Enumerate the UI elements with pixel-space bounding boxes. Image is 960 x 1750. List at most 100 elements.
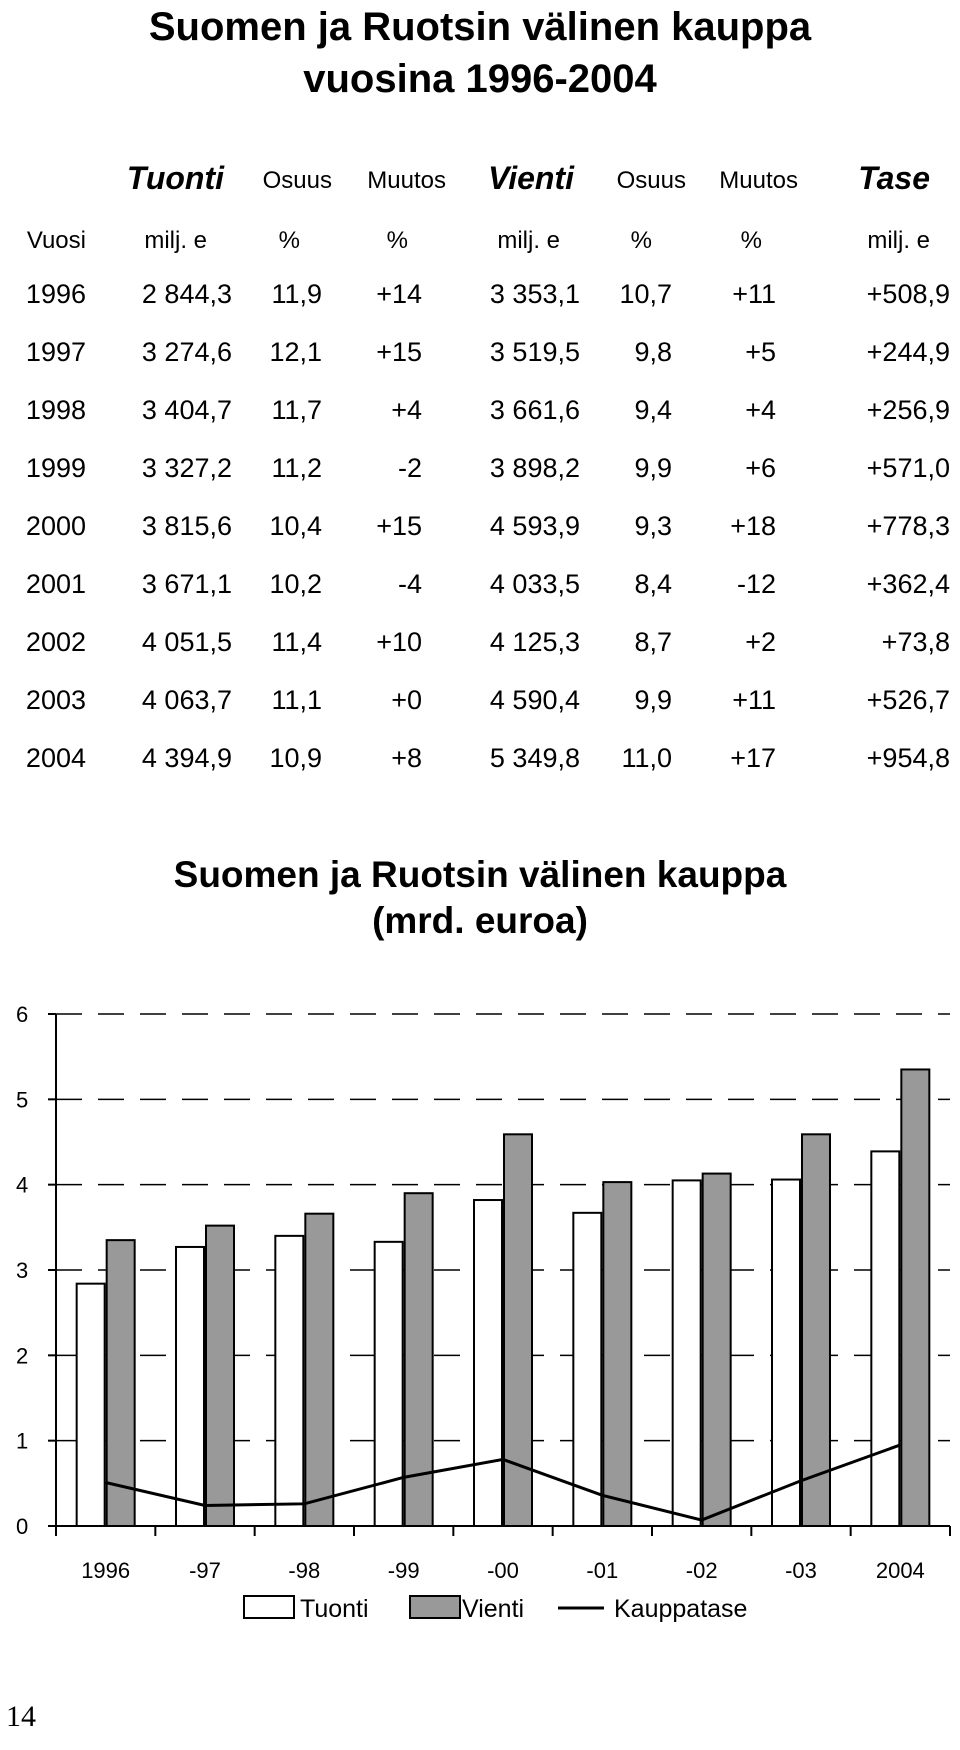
table-cell: +14 — [376, 279, 422, 309]
table-cell: 11,2 — [271, 453, 322, 483]
x-tick-label: -00 — [487, 1558, 519, 1583]
table-cell: +10 — [376, 627, 422, 657]
line-kauppatase — [105, 1443, 901, 1522]
x-tick-label: -97 — [189, 1558, 221, 1583]
table-cell: 10,4 — [269, 511, 322, 541]
y-tick-label: 0 — [16, 1514, 28, 1539]
table-cell: 1998 — [25, 395, 86, 425]
table-cell: 2004 — [25, 743, 86, 773]
table-cell: 11,1 — [271, 685, 322, 715]
table-cell: 12,1 — [269, 337, 322, 367]
bar-tuonti — [75, 1282, 106, 1527]
table-cell: 1996 — [25, 279, 86, 309]
legend-label-tuonti: Tuonti — [300, 1595, 369, 1623]
table-cell: +8 — [391, 743, 422, 773]
table-cell: 4 063,7 — [141, 685, 232, 715]
table-cell: 3 404,7 — [141, 395, 232, 425]
table-cell: +11 — [732, 279, 776, 309]
table-cell: 5 349,8 — [489, 743, 580, 773]
table-cell: +256,9 — [866, 395, 950, 425]
group-header: Tuonti — [126, 160, 224, 196]
group-header: Osuus — [262, 167, 332, 194]
table-cell: +571,0 — [866, 453, 950, 483]
group-header: Osuus — [616, 167, 686, 194]
legend-label-vienti: Vienti — [462, 1595, 524, 1623]
table-cell: 2000 — [25, 511, 86, 541]
legend-swatch-vienti — [409, 1595, 461, 1619]
table-cell: 9,4 — [634, 395, 672, 425]
x-tick-label: -98 — [288, 1558, 320, 1583]
x-tick-label: -03 — [785, 1558, 817, 1583]
table-cell: +2 — [745, 627, 776, 657]
table-cell: +15 — [376, 337, 422, 367]
table-cell: 3 898,2 — [489, 453, 580, 483]
table-cell: 1997 — [25, 337, 86, 367]
table-cell: 3 661,6 — [489, 395, 580, 425]
table-cell: 4 051,5 — [141, 627, 232, 657]
table-cell: 4 590,4 — [489, 685, 580, 715]
bar-tuonti — [175, 1245, 205, 1527]
table-cell: 2002 — [25, 627, 86, 657]
table-cell: -4 — [397, 569, 422, 599]
table-cell: 9,8 — [634, 337, 672, 367]
trade-bar-chart: 0 1 2 3 4 5 6 1996 -97 -98 -99 -00 -01 -02 -03 2004 Tuon… — [16, 1002, 951, 1623]
table-cell: 3 327,2 — [141, 453, 232, 483]
bar-tuonti — [572, 1211, 603, 1527]
table-cell: +17 — [730, 743, 776, 773]
table-cell: +526,7 — [866, 685, 950, 715]
table-cell: 3 815,6 — [141, 511, 232, 541]
bar-vienti — [205, 1224, 235, 1527]
table-title-line1: Suomen ja Ruotsin välinen kauppa — [148, 5, 812, 49]
table-cell: 4 394,9 — [141, 743, 232, 773]
unit-header: % — [740, 227, 762, 254]
x-tick-label: -02 — [686, 1558, 718, 1583]
table-cell: 1999 — [25, 453, 86, 483]
y-tick-label: 1 — [16, 1429, 28, 1454]
bar-tuonti — [771, 1178, 801, 1527]
table-title-line2: vuosina 1996-2004 — [303, 57, 657, 101]
table-cell: 2001 — [25, 569, 86, 599]
unit-header: % — [278, 227, 300, 254]
y-tick-label: 3 — [16, 1258, 28, 1283]
y-tick-label: 5 — [16, 1087, 28, 1112]
table-cell: +778,3 — [866, 511, 950, 541]
legend-swatch-tuonti — [243, 1595, 295, 1619]
unit-header: milj. e — [497, 227, 560, 254]
table-cell: 10,2 — [269, 569, 322, 599]
table-cell: +11 — [732, 685, 776, 715]
table-cell: +508,9 — [866, 279, 950, 309]
table-cell: 3 353,1 — [489, 279, 580, 309]
table-cell: +0 — [391, 685, 422, 715]
table-cell: +954,8 — [866, 743, 950, 773]
unit-header: milj. e — [144, 227, 207, 254]
unit-header: % — [630, 227, 652, 254]
table-cell: 4 033,5 — [489, 569, 580, 599]
table-cell: 4 593,9 — [489, 511, 580, 541]
table-cell: 11,0 — [621, 743, 672, 773]
x-tick-label: 2004 — [876, 1558, 925, 1583]
bar-tuonti — [473, 1199, 503, 1527]
y-tick-label: 4 — [16, 1173, 28, 1198]
table-cell: 9,9 — [634, 453, 672, 483]
bar-tuonti — [671, 1179, 702, 1527]
table-cell: +73,8 — [881, 627, 950, 657]
table-cell: +244,9 — [866, 337, 950, 367]
y-tick-label: 2 — [16, 1343, 28, 1368]
page-number: 14 — [6, 1700, 36, 1733]
table-cell: 4 125,3 — [489, 627, 580, 657]
legend-label-kauppatase: Kauppatase — [614, 1595, 747, 1623]
table-cell: +4 — [745, 395, 776, 425]
table-cell: 2 844,3 — [141, 279, 232, 309]
table-cell: 3 671,1 — [141, 569, 232, 599]
group-header: Muutos — [367, 167, 446, 194]
x-tick-label: -99 — [388, 1558, 420, 1583]
table-cell: 9,3 — [634, 511, 672, 541]
table-cell: 10,7 — [619, 279, 672, 309]
bar-vienti — [801, 1133, 831, 1527]
unit-header: Vuosi — [26, 227, 86, 254]
group-header: Muutos — [719, 167, 798, 194]
table-cell: 8,4 — [634, 569, 672, 599]
table-cell: 3 519,5 — [489, 337, 580, 367]
table-cell: +5 — [745, 337, 776, 367]
unit-header: % — [386, 227, 408, 254]
